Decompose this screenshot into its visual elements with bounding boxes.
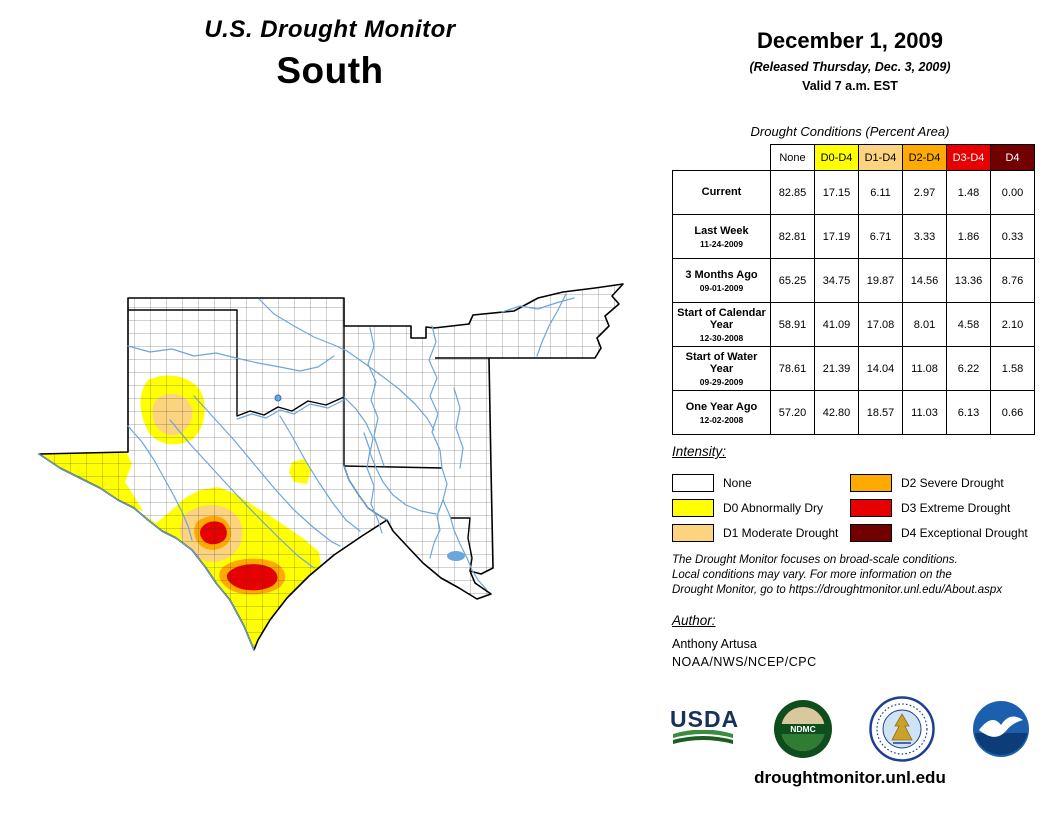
rivers bbox=[38, 293, 575, 651]
value-cell: 6.13 bbox=[946, 390, 991, 435]
valid-time: Valid 7 a.m. EST bbox=[802, 79, 898, 93]
page-title: U.S. Drought Monitor bbox=[204, 16, 456, 43]
author-org: NOAA/NWS/NCEP/CPC bbox=[672, 655, 817, 669]
logo-row: USDA NDMC bbox=[670, 696, 1030, 762]
value-cell: 42.80 bbox=[814, 390, 859, 435]
value-cell: 6.22 bbox=[946, 346, 991, 391]
disclaimer-text: The Drought Monitor focuses on broad-sca… bbox=[672, 554, 1003, 596]
south-region-map bbox=[38, 283, 624, 651]
usda-logo: USDA bbox=[670, 707, 738, 751]
drought-conditions-table: None D0-D4 D1-D4 D2-D4 D3-D4 D4 Current … bbox=[672, 144, 1035, 435]
row-label: Start of Calendar Year 12-30-2008 bbox=[672, 302, 771, 347]
value-cell: 2.10 bbox=[990, 302, 1035, 347]
table-row: Last Week 11-24-2009 82.81 17.19 6.71 3.… bbox=[672, 214, 1035, 259]
table-row: Start of Water Year 09-29-2009 78.61 21.… bbox=[672, 346, 1035, 391]
legend-item-d3: D3 Extreme Drought bbox=[850, 495, 1042, 520]
column-header-d1-d4: D1-D4 bbox=[858, 144, 903, 171]
map-date: December 1, 2009 bbox=[757, 28, 943, 53]
value-cell: 3.33 bbox=[902, 214, 947, 259]
row-label: Start of Water Year 09-29-2009 bbox=[672, 346, 771, 391]
value-cell: 8.76 bbox=[990, 258, 1035, 303]
column-header-none: None bbox=[770, 144, 815, 171]
noaa-seal-icon bbox=[972, 701, 1029, 757]
legend-title: Intensity: bbox=[672, 444, 727, 459]
table-header-row: None D0-D4 D1-D4 D2-D4 D3-D4 D4 bbox=[672, 144, 1035, 171]
column-header-d3-d4: D3-D4 bbox=[946, 144, 991, 171]
author-heading: Author: bbox=[672, 613, 716, 628]
value-cell: 41.09 bbox=[814, 302, 859, 347]
row-label: One Year Ago 12-02-2008 bbox=[672, 390, 771, 435]
value-cell: 82.81 bbox=[770, 214, 815, 259]
table-row: Current 82.85 17.15 6.11 2.97 1.48 0.00 bbox=[672, 170, 1035, 215]
table-title: Drought Conditions (Percent Area) bbox=[750, 124, 950, 139]
value-cell: 13.36 bbox=[946, 258, 991, 303]
value-cell: 58.91 bbox=[770, 302, 815, 347]
lake-texoma bbox=[274, 394, 282, 402]
value-cell: 0.66 bbox=[990, 390, 1035, 435]
value-cell: 11.03 bbox=[902, 390, 947, 435]
swatch-d0 bbox=[672, 498, 714, 517]
value-cell: 2.97 bbox=[902, 170, 947, 215]
table-row: 3 Months Ago 09-01-2009 65.25 34.75 19.8… bbox=[672, 258, 1035, 303]
column-header-d4: D4 bbox=[990, 144, 1035, 171]
value-cell: 19.87 bbox=[858, 258, 903, 303]
value-cell: 82.85 bbox=[770, 170, 815, 215]
value-cell: 17.15 bbox=[814, 170, 859, 215]
county-grid bbox=[39, 284, 623, 650]
value-cell: 6.71 bbox=[858, 214, 903, 259]
drought-map bbox=[22, 268, 670, 670]
lake-pontchartrain bbox=[447, 551, 465, 561]
value-cell: 17.08 bbox=[858, 302, 903, 347]
legend-item-d2: D2 Severe Drought bbox=[850, 470, 1042, 495]
value-cell: 1.48 bbox=[946, 170, 991, 215]
value-cell: 4.58 bbox=[946, 302, 991, 347]
value-cell: 1.86 bbox=[946, 214, 991, 259]
value-cell: 14.04 bbox=[858, 346, 903, 391]
footer-url: droughtmonitor.unl.edu bbox=[754, 768, 946, 787]
ndmc-logo: NDMC bbox=[773, 700, 832, 758]
swatch-d4 bbox=[850, 523, 892, 542]
table-row: One Year Ago 12-02-2008 57.20 42.80 18.5… bbox=[672, 390, 1035, 435]
table-row: Start of Calendar Year 12-30-2008 58.91 … bbox=[672, 302, 1035, 347]
value-cell: 8.01 bbox=[902, 302, 947, 347]
swatch-none bbox=[672, 473, 714, 492]
column-header-d2-d4: D2-D4 bbox=[902, 144, 947, 171]
swatch-d3 bbox=[850, 498, 892, 517]
title-block: U.S. Drought Monitor South bbox=[90, 16, 570, 92]
author-block: Author: Anthony Artusa NOAA/NWS/NCEP/CPC bbox=[672, 613, 1028, 669]
region-title: South bbox=[276, 50, 384, 91]
column-header-d0-d4: D0-D4 bbox=[814, 144, 859, 171]
usda-swoosh-icon bbox=[673, 729, 733, 744]
commerce-seal-icon bbox=[869, 696, 936, 762]
row-label: 3 Months Ago 09-01-2009 bbox=[672, 258, 771, 303]
value-cell: 6.11 bbox=[858, 170, 903, 215]
date-block: December 1, 2009 (Released Thursday, Dec… bbox=[672, 28, 1028, 93]
intensity-legend: Intensity: None D0 Abnormally Dry D1 Mod… bbox=[672, 443, 1042, 545]
value-cell: 17.19 bbox=[814, 214, 859, 259]
value-cell: 78.61 bbox=[770, 346, 815, 391]
author-name: Anthony Artusa bbox=[672, 637, 757, 651]
value-cell: 34.75 bbox=[814, 258, 859, 303]
legend-item-d1: D1 Moderate Drought bbox=[672, 520, 850, 545]
legend-item-none: None bbox=[672, 470, 850, 495]
svg-text:NDMC: NDMC bbox=[790, 724, 816, 734]
swatch-d2 bbox=[850, 473, 892, 492]
value-cell: 21.39 bbox=[814, 346, 859, 391]
row-label: Current bbox=[672, 170, 771, 215]
legend-item-d4: D4 Exceptional Drought bbox=[850, 520, 1042, 545]
value-cell: 0.00 bbox=[990, 170, 1035, 215]
value-cell: 65.25 bbox=[770, 258, 815, 303]
value-cell: 1.58 bbox=[990, 346, 1035, 391]
row-label: Last Week 11-24-2009 bbox=[672, 214, 771, 259]
swatch-d1 bbox=[672, 523, 714, 542]
value-cell: 0.33 bbox=[990, 214, 1035, 259]
value-cell: 14.56 bbox=[902, 258, 947, 303]
legend-item-d0: D0 Abnormally Dry bbox=[672, 495, 850, 520]
value-cell: 57.20 bbox=[770, 390, 815, 435]
released-date: (Released Thursday, Dec. 3, 2009) bbox=[749, 60, 951, 74]
value-cell: 18.57 bbox=[858, 390, 903, 435]
value-cell: 11.08 bbox=[902, 346, 947, 391]
blank-cell bbox=[672, 144, 771, 171]
